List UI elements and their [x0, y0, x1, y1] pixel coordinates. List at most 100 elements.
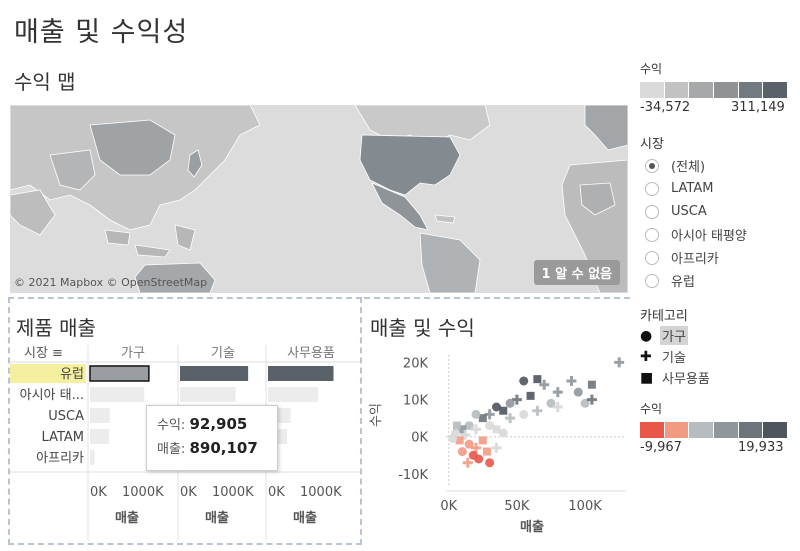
- scatter-point[interactable]: [539, 379, 550, 390]
- row-label[interactable]: 아시아 태...: [20, 388, 84, 403]
- scatter-point[interactable]: [519, 376, 529, 386]
- column-header[interactable]: 기술: [211, 346, 235, 361]
- scatter-point[interactable]: [471, 424, 481, 435]
- bar-가구-2[interactable]: [90, 408, 110, 423]
- map-canvas[interactable]: [10, 105, 628, 293]
- profit-legend-swatch-1[interactable]: [664, 82, 690, 98]
- scatter-point[interactable]: [498, 428, 508, 438]
- row-header-label[interactable]: 시장 ≡: [24, 346, 63, 361]
- scatter-point[interactable]: [478, 436, 487, 445]
- market-option-3[interactable]: 아시아 태평양: [645, 223, 795, 246]
- scatter-point[interactable]: [491, 402, 501, 412]
- row-label[interactable]: 아프리카: [36, 451, 84, 466]
- radio-icon[interactable]: [645, 227, 659, 242]
- column-header[interactable]: 가구: [121, 346, 145, 361]
- x-axis-label[interactable]: 매출: [520, 519, 544, 535]
- market-option-0[interactable]: (전체): [645, 154, 795, 177]
- profit-legend2-swatch-2[interactable]: [689, 422, 715, 438]
- scatter-point[interactable]: [526, 391, 535, 400]
- profit-legend2-swatch-3[interactable]: [714, 422, 739, 438]
- profit-legend-swatch-3[interactable]: [714, 82, 739, 98]
- profit-legend-swatch-4[interactable]: [738, 82, 764, 98]
- scatter-point[interactable]: [474, 454, 484, 464]
- map-credit[interactable]: © 2021 Mapbox © OpenStreetMap: [14, 276, 208, 289]
- radio-icon[interactable]: [645, 204, 659, 219]
- scatter-point[interactable]: [505, 398, 515, 408]
- category-legend: ● 가구 ✚ 기술 ■ 사무용품: [640, 325, 790, 388]
- bar-가구-3[interactable]: [90, 429, 110, 444]
- axis-tick: 1000K: [122, 485, 164, 500]
- scatter-point[interactable]: [532, 405, 543, 416]
- category-item-1[interactable]: ✚ 기술: [640, 346, 790, 367]
- scatter-point[interactable]: [491, 442, 502, 453]
- scatter-point[interactable]: [478, 414, 487, 423]
- radio-icon[interactable]: [645, 250, 659, 265]
- scatter-point[interactable]: [552, 402, 563, 412]
- scatter-point[interactable]: [462, 457, 473, 468]
- scatter-point[interactable]: [614, 357, 625, 368]
- scatter-point[interactable]: [511, 394, 522, 405]
- market-option-2[interactable]: USCA: [645, 200, 795, 223]
- tooltip-sales-value: 890,107: [189, 439, 258, 457]
- market-option-5[interactable]: 유럽: [645, 269, 795, 292]
- profit-legend-swatch-0[interactable]: [640, 82, 665, 98]
- radio-icon[interactable]: [645, 273, 659, 288]
- scatter-point[interactable]: [485, 458, 495, 468]
- profit-map[interactable]: © 2021 Mapbox © OpenStreetMap 1 알 수 없음: [10, 105, 628, 293]
- map-title: 수익 맵: [14, 70, 76, 94]
- bar-가구-1[interactable]: [90, 387, 145, 402]
- bar-기술-0[interactable]: [180, 366, 249, 381]
- scatter-point[interactable]: [586, 394, 597, 405]
- scatter-point[interactable]: [505, 413, 516, 424]
- row-label[interactable]: LATAM: [42, 430, 84, 445]
- axis-label[interactable]: 매출: [115, 510, 139, 526]
- scatter-point[interactable]: [455, 436, 464, 445]
- scatter-point[interactable]: [499, 406, 508, 415]
- market-option-4[interactable]: 아프리카: [645, 246, 795, 269]
- profit-legend2-swatch-4[interactable]: [738, 422, 764, 438]
- bar-사무용품-1[interactable]: [268, 387, 319, 402]
- bar-기술-1[interactable]: [180, 387, 236, 402]
- axis-tick: 0K: [180, 485, 197, 500]
- scatter-point[interactable]: [460, 429, 471, 440]
- bar-사무용품-0[interactable]: [268, 366, 334, 381]
- scatter-point[interactable]: [492, 425, 501, 434]
- bar-가구-4[interactable]: [90, 450, 95, 465]
- row-label[interactable]: USCA: [48, 409, 84, 424]
- profit-legend2-swatch-5[interactable]: [763, 422, 789, 438]
- scatter-point[interactable]: [482, 447, 491, 456]
- profit-legend2-swatch-1[interactable]: [664, 422, 690, 438]
- scatter-point[interactable]: [458, 425, 467, 434]
- column-header[interactable]: 사무용품: [287, 346, 335, 361]
- market-option-1[interactable]: LATAM: [645, 177, 795, 200]
- profit-legend2-swatch-0[interactable]: [640, 422, 665, 438]
- scatter-point[interactable]: [519, 409, 529, 419]
- scatter-point[interactable]: [533, 375, 542, 384]
- row-label[interactable]: 유럽: [60, 367, 84, 382]
- scatter-point[interactable]: [587, 380, 596, 389]
- scatter-point[interactable]: [566, 376, 577, 386]
- scatter-point[interactable]: [448, 434, 458, 444]
- category-item-0[interactable]: ● 가구: [640, 325, 790, 346]
- profit-legend-swatch-5[interactable]: [763, 82, 789, 98]
- axis-label[interactable]: 매출: [205, 510, 229, 526]
- x-tick: 50K: [504, 499, 530, 514]
- y-axis-label[interactable]: 수익: [369, 403, 384, 427]
- scatter-point[interactable]: [573, 387, 583, 397]
- bar-가구-0[interactable]: [89, 365, 150, 382]
- scatter-point[interactable]: [485, 421, 495, 431]
- unknown-locations-badge[interactable]: 1 알 수 없음: [533, 260, 620, 285]
- radio-icon[interactable]: [645, 181, 659, 196]
- scatter-point[interactable]: [552, 387, 563, 398]
- profit-legend-swatch-2[interactable]: [689, 82, 715, 98]
- y-tick: -10K: [398, 468, 428, 483]
- scatter-point[interactable]: [457, 447, 467, 457]
- scatter-point[interactable]: [471, 409, 481, 419]
- scatter-point[interactable]: [471, 442, 481, 453]
- category-item-2[interactable]: ■ 사무용품: [640, 367, 790, 388]
- scatter-point[interactable]: [452, 421, 461, 430]
- radio-icon[interactable]: [645, 158, 659, 173]
- axis-label[interactable]: 매출: [293, 510, 317, 526]
